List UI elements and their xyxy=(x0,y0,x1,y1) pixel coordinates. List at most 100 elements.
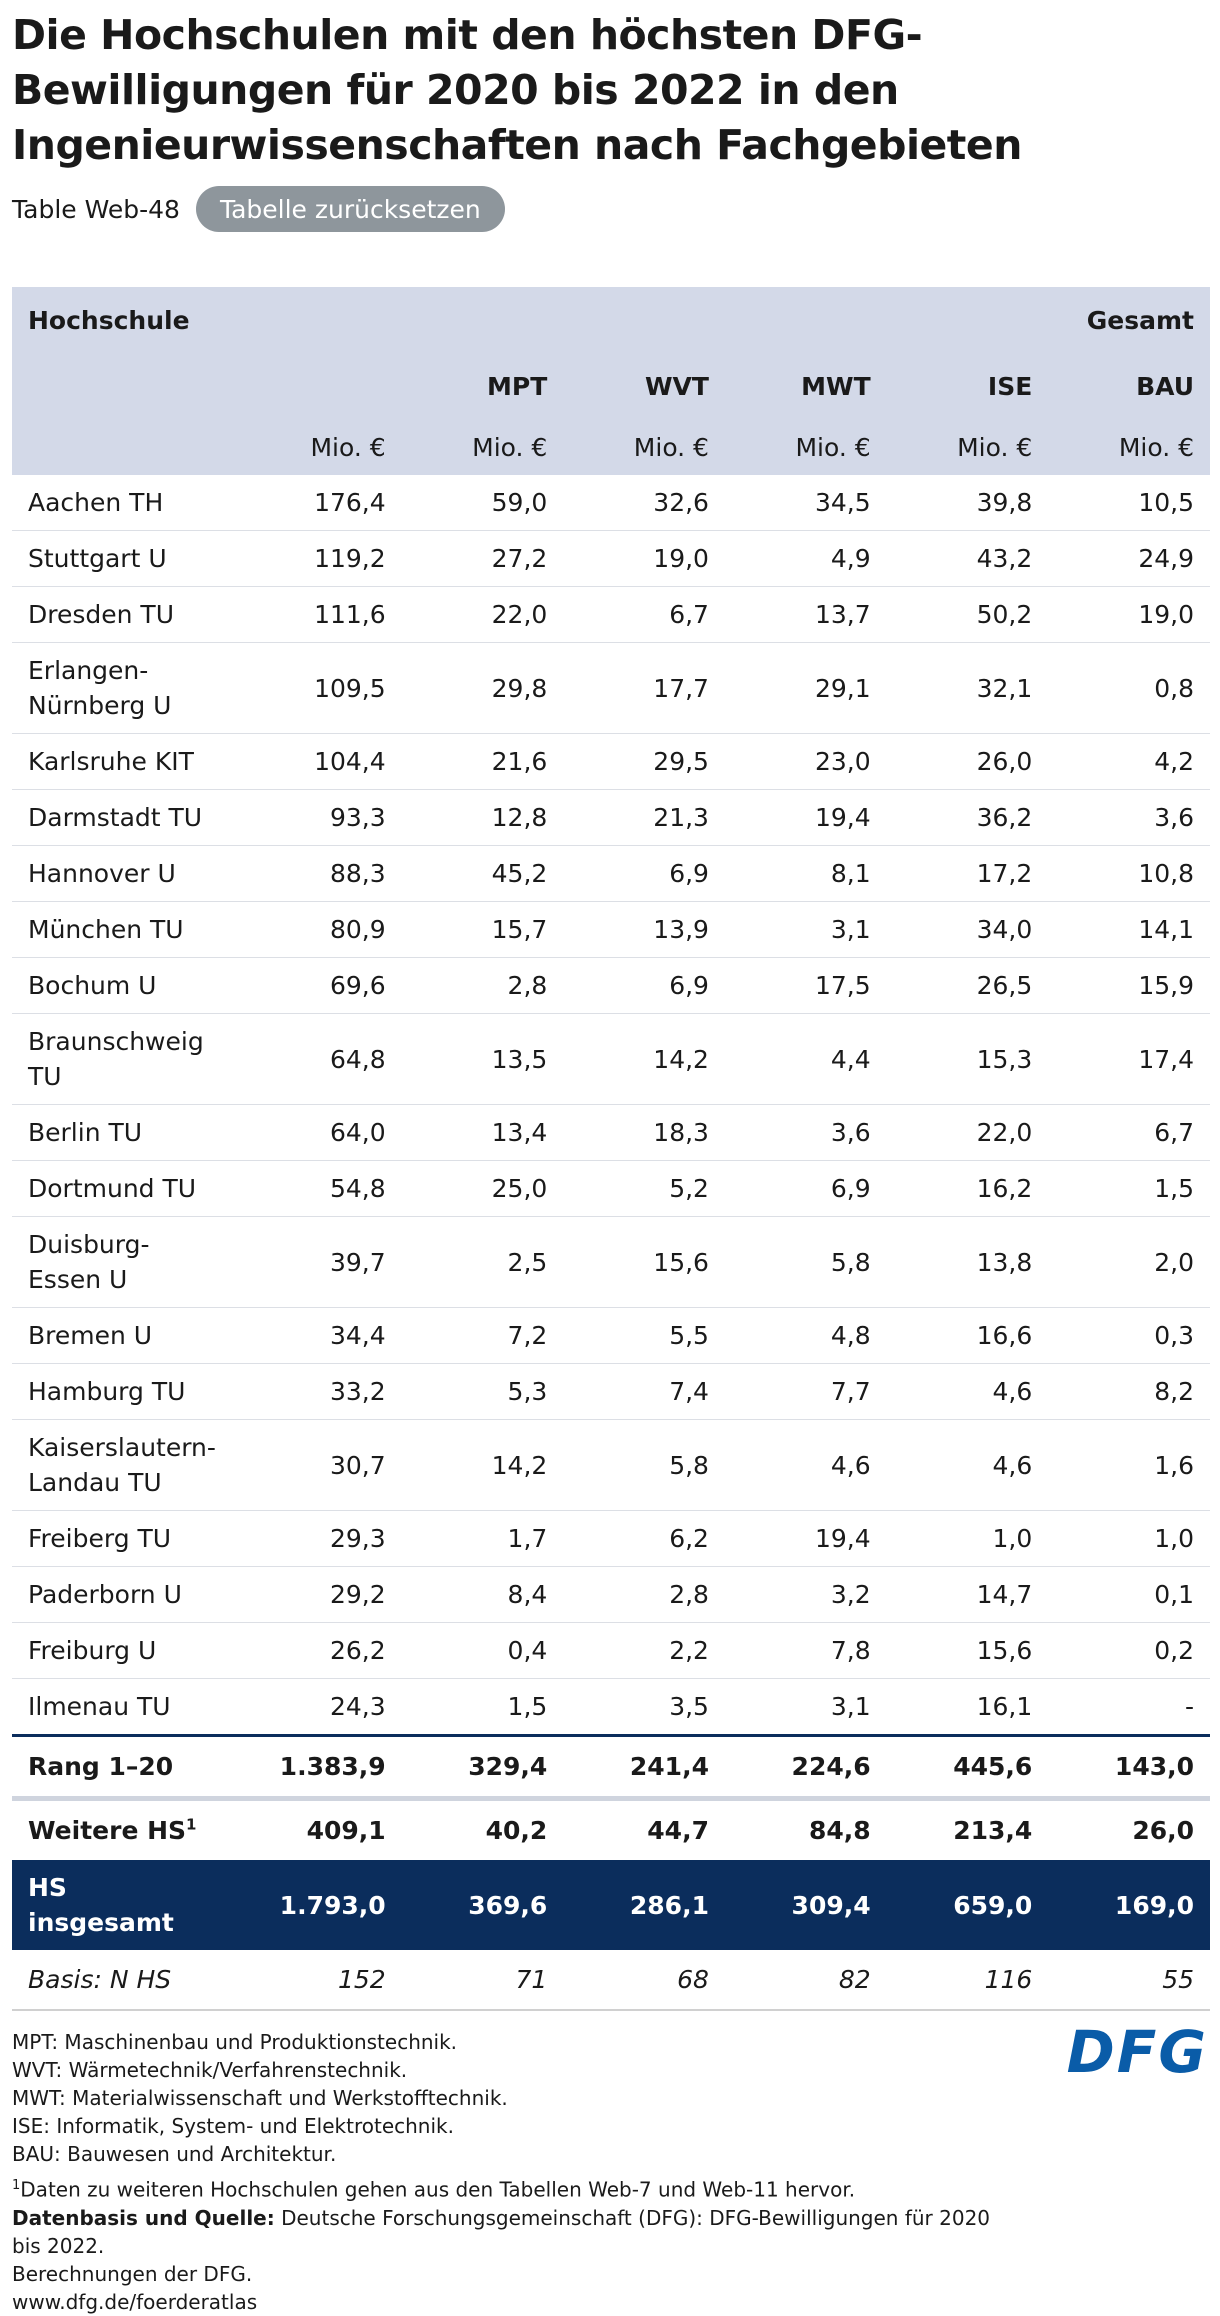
name-cell: Bochum U xyxy=(12,957,240,1014)
name-cell: Dortmund TU xyxy=(12,1160,240,1217)
value-cell: 34,5 xyxy=(724,475,887,531)
value-cell: 64,8 xyxy=(240,1013,402,1105)
value-cell: 1,0 xyxy=(1048,1510,1210,1567)
table-row: Dresden TU 111,6 22,0 6,7 13,7 50,2 19,0 xyxy=(12,586,1210,643)
value-cell: 409,1 xyxy=(306,1816,386,1845)
value-cell: 29,2 xyxy=(240,1566,402,1623)
value-cell: 119,2 xyxy=(240,530,402,587)
name-cell: Hamburg TU xyxy=(12,1363,240,1420)
value-cell: 5,2 xyxy=(563,1160,725,1217)
value-cell: 30,7 xyxy=(240,1419,402,1511)
value-cell: 143,0 xyxy=(1048,1735,1210,1801)
value-cell: 24,9 xyxy=(1048,530,1210,587)
value-cell: 13,7 xyxy=(724,586,887,643)
value-cell: 1,5 xyxy=(1048,1160,1210,1217)
label: Weitere HS xyxy=(28,1816,187,1845)
value-cell: 5,8 xyxy=(724,1216,887,1308)
value-cell: 18,3 xyxy=(563,1104,725,1161)
header-row: MPT WVT MWT ISE BAU xyxy=(12,353,1210,419)
unit-cell: Mio. € xyxy=(886,419,1049,475)
value-cell: 6,9 xyxy=(563,845,725,902)
name-cell: Basis: N HS xyxy=(28,1964,172,1994)
value-cell: 2,0 xyxy=(1048,1216,1210,1308)
value-cell: 15,7 xyxy=(401,901,564,958)
value-cell: 54,8 xyxy=(240,1160,402,1217)
abbreviation: WVT: Wärmetechnik/Verfahrenstechnik. xyxy=(12,2058,408,2082)
value-cell: 4,8 xyxy=(724,1307,887,1364)
value-cell: 6,7 xyxy=(1048,1104,1210,1161)
value-cell: 4,6 xyxy=(724,1419,887,1511)
value-cell: 2,8 xyxy=(401,957,564,1014)
value-cell: 1.793,0 xyxy=(240,1860,402,1950)
value-cell: 13,9 xyxy=(563,901,725,958)
value-cell: 2,5 xyxy=(401,1216,564,1308)
value-cell: 93,3 xyxy=(240,789,402,846)
basis-row: Basis: N HS 152 71 68 82 116 55 xyxy=(12,1950,1210,2008)
value-cell: 45,2 xyxy=(401,845,564,902)
value-cell: 23,0 xyxy=(724,733,887,790)
value-cell: 17,7 xyxy=(563,642,725,734)
value-cell: 2,2 xyxy=(563,1622,725,1679)
value-cell: 116 xyxy=(984,1964,1033,1994)
value-cell: 329,4 xyxy=(401,1735,564,1801)
header-cell xyxy=(886,287,1049,353)
value-cell: 19,4 xyxy=(724,789,887,846)
name-cell: Freiburg U xyxy=(12,1622,240,1679)
name-cell: Darmstadt TU xyxy=(12,789,240,846)
separator xyxy=(12,2009,1210,2011)
value-cell: 14,1 xyxy=(1048,901,1210,958)
table-row: Erlangen-Nürnberg U 109,5 29,8 17,7 29,1 32,1… xyxy=(12,642,1210,734)
value-cell: 29,5 xyxy=(563,733,725,790)
header-cell: BAU xyxy=(1048,353,1210,419)
table-row: Darmstadt TU 93,3 12,8 21,3 19,4 36,2 3,6 xyxy=(12,789,1210,846)
value-cell: 39,7 xyxy=(240,1216,402,1308)
value-cell: 15,9 xyxy=(1048,957,1210,1014)
value-cell: 3,6 xyxy=(724,1104,887,1161)
table-row: Aachen TH 176,4 59,0 32,6 34,5 39,8 10,5 xyxy=(12,475,1210,531)
value-cell: 3,1 xyxy=(724,901,887,958)
value-cell: 34,4 xyxy=(240,1307,402,1364)
name-cell: Bremen U xyxy=(12,1307,240,1364)
rank-row: Rang 1–20 1.383,9 329,4 241,4 224,6 445,6 143,… xyxy=(12,1735,1210,1801)
value-cell: 0,4 xyxy=(401,1622,564,1679)
header-cell xyxy=(12,353,240,419)
value-cell: 4,6 xyxy=(886,1363,1049,1420)
value-cell: 26,5 xyxy=(886,957,1049,1014)
table-row: Hannover U 88,3 45,2 6,9 8,1 17,2 10,8 xyxy=(12,845,1210,902)
value-cell: 224,6 xyxy=(724,1735,887,1801)
value-cell: 2,8 xyxy=(563,1566,725,1623)
table-summary: Rang 1–20 1.383,9 329,4 241,4 224,6 445,6 143,… xyxy=(12,1735,1210,2009)
value-cell: 29,8 xyxy=(401,642,564,734)
value-cell: 3,2 xyxy=(724,1566,887,1623)
header-cell: ISE xyxy=(886,353,1049,419)
value-cell: 26,0 xyxy=(1132,1816,1194,1845)
value-cell: 6,7 xyxy=(563,586,725,643)
abbreviation: BAU: Bauwesen und Architektur. xyxy=(12,2142,337,2166)
value-cell: 84,8 xyxy=(808,1816,871,1845)
value-cell: 34,0 xyxy=(886,901,1049,958)
reset-button[interactable]: Tabelle zurücksetzen xyxy=(195,186,505,232)
value-cell: 80,9 xyxy=(240,901,402,958)
unit-cell: Mio. € xyxy=(240,419,402,475)
value-cell: 50,2 xyxy=(886,586,1049,643)
value-cell: 0,1 xyxy=(1048,1566,1210,1623)
table-row: Berlin TU 64,0 13,4 18,3 3,6 22,0 6,7 xyxy=(12,1104,1210,1161)
value-cell: 32,1 xyxy=(886,642,1049,734)
value-cell: 22,0 xyxy=(401,586,564,643)
table-row: München TU 80,9 15,7 13,9 3,1 34,0 14,1 xyxy=(12,901,1210,958)
title: Die Hochschulen mit den höchsten DFG-Bew… xyxy=(12,11,1022,169)
value-cell: 7,7 xyxy=(724,1363,887,1420)
name-cell: Freiberg TU xyxy=(12,1510,240,1567)
table-row: Kaiserslautern-Landau TU 30,7 14,2 5,8 4,6 4,… xyxy=(12,1419,1210,1511)
value-cell: 7,4 xyxy=(563,1363,725,1420)
table-row: Freiburg U 26,2 0,4 2,2 7,8 15,6 0,2 xyxy=(12,1622,1210,1679)
table-row: Ilmenau TU 24,3 1,5 3,5 3,1 16,1- xyxy=(12,1678,1210,1737)
footnote-text: Daten zu weiteren Hochschulen gehen aus … xyxy=(20,2177,856,2202)
value-cell: 32,6 xyxy=(563,475,725,531)
name-cell: Karlsruhe KIT xyxy=(12,733,240,790)
value-cell: 14,7 xyxy=(886,1566,1049,1623)
value-cell: 39,8 xyxy=(886,475,1049,531)
value-cell: 71 xyxy=(515,1964,548,1994)
value-cell: 14,2 xyxy=(401,1419,564,1511)
value-cell: 176,4 xyxy=(240,475,402,531)
